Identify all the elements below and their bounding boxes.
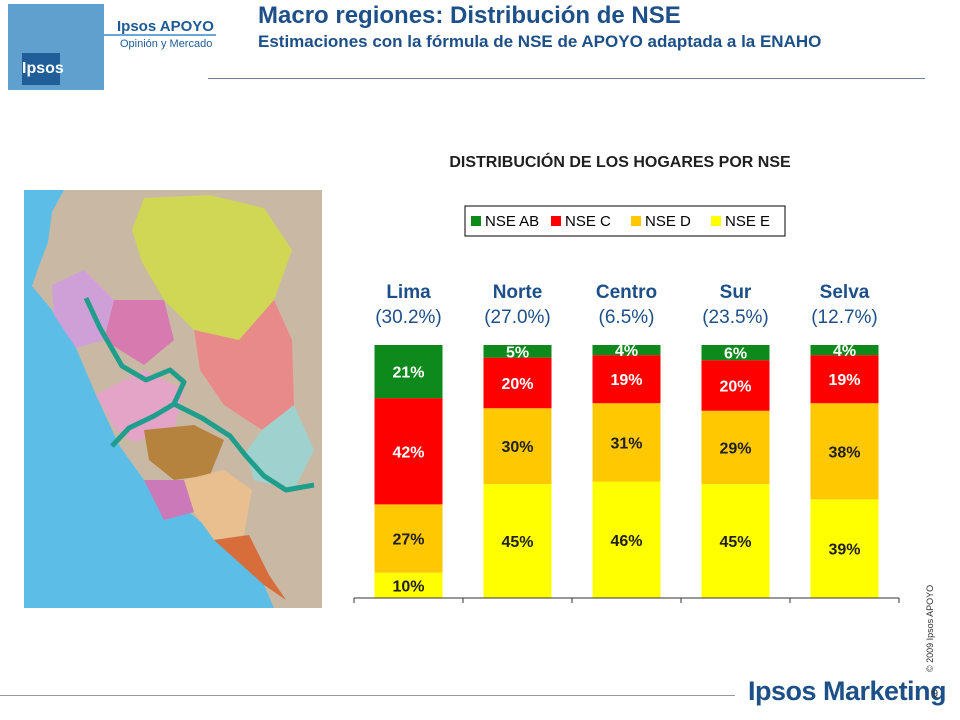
bar-selva-nse-c — [810, 355, 879, 404]
data-label-centro-nse-d: 31% — [610, 435, 642, 452]
nse-stacked-bar-chart: NSE AB NSE C NSE D NSE E Lima (30.2%) Norte (2… — [353, 205, 900, 603]
data-label-centro-nse-e: 46% — [610, 533, 642, 550]
data-label-selva-nse-d: 38% — [828, 444, 860, 461]
data-label-norte-nse-c: 20% — [501, 376, 533, 393]
page-number: 9 — [932, 688, 939, 700]
data-label-lima-nse-c: 42% — [392, 444, 424, 461]
data-label-lima-nse-e: 10% — [392, 578, 424, 595]
data-labels: 10% 27% 42% 21% 45% 30% 20% 5% 46% 31% 19% 4% 45% 29%… — [392, 343, 860, 595]
bar-lima-nse-e — [374, 572, 443, 598]
data-label-sur-nse-c: 20% — [719, 378, 751, 395]
map-region-center — [96, 370, 184, 442]
ipsos-logo-badge: Ipsos — [22, 53, 64, 85]
bar-sur-nse-d — [701, 410, 770, 485]
bar-lima-nse-ab — [374, 345, 443, 399]
legend-swatch-nse-ab — [471, 216, 481, 226]
legend-label-nse-c: NSE C — [565, 213, 611, 230]
map-region-south — [214, 535, 286, 600]
legend-label-nse-e: NSE E — [725, 213, 770, 230]
category-label-selva: Selva — [820, 282, 870, 303]
bar-lima-nse-c — [374, 398, 443, 505]
category-share-centro: (6.5%) — [599, 307, 655, 328]
brand-divider — [104, 34, 216, 36]
bar-norte-nse-c — [483, 357, 552, 409]
bar-centro-nse-ab — [592, 345, 661, 356]
map-region-south-andes — [184, 470, 252, 540]
category-labels: Lima (30.2%) Norte (27.0%) Centro (6.5%) Sur (2… — [375, 282, 878, 328]
bar-selva-nse-e — [810, 499, 879, 598]
data-label-lima-nse-d: 27% — [392, 532, 424, 549]
category-share-selva: (12.7%) — [811, 307, 878, 328]
category-label-lima: Lima — [386, 282, 431, 303]
bar-norte-nse-e — [483, 484, 552, 598]
bar-selva-nse-ab — [810, 345, 879, 356]
category-share-lima: (30.2%) — [375, 307, 442, 328]
footer-divider — [0, 695, 735, 696]
footer-brand: Ipsos Marketing — [748, 676, 947, 706]
category-share-norte: (27.0%) — [484, 307, 551, 328]
page-title: Macro regiones: Distribución de NSE — [258, 2, 681, 29]
data-label-centro-nse-c: 19% — [610, 372, 642, 389]
data-label-sur-nse-d: 29% — [719, 440, 751, 457]
map-region-south-coast — [144, 480, 194, 520]
legend-box — [464, 205, 786, 237]
legend-label-nse-ab: NSE AB — [485, 213, 539, 230]
category-label-sur: Sur — [720, 282, 752, 303]
data-label-sur-nse-ab: 6% — [724, 346, 747, 363]
data-label-selva-nse-e: 39% — [828, 542, 860, 559]
title-divider — [208, 78, 925, 79]
bar-norte-nse-ab — [483, 345, 552, 358]
peru-regions-map — [24, 190, 322, 608]
bar-lima-nse-d — [374, 504, 443, 573]
map-region-north-jungle — [132, 195, 292, 340]
bar-sur-nse-e — [701, 484, 770, 598]
data-label-centro-nse-ab: 4% — [615, 343, 638, 360]
x-axis — [353, 597, 900, 603]
map-region-southeast — [246, 405, 314, 490]
data-label-lima-nse-ab: 21% — [392, 365, 424, 382]
category-label-centro: Centro — [596, 282, 657, 303]
brand-tagline: Opinión y Mercado — [120, 38, 213, 50]
legend-label-nse-d: NSE D — [645, 213, 691, 230]
bar-centro-nse-c — [592, 355, 661, 404]
bar-segments — [374, 345, 879, 598]
category-label-norte: Norte — [493, 282, 543, 303]
category-share-sur: (23.5%) — [702, 307, 769, 328]
copyright-notice: © 2009 Ipsos APOYO — [925, 584, 935, 672]
bar-sur-nse-ab — [701, 345, 770, 361]
bar-norte-nse-d — [483, 408, 552, 485]
bar-selva-nse-d — [810, 403, 879, 500]
data-label-sur-nse-e: 45% — [719, 534, 751, 551]
brand-name: Ipsos APOYO — [117, 18, 214, 35]
map-region-center-andes — [144, 425, 224, 480]
chart-legend: NSE AB NSE C NSE D NSE E — [464, 205, 786, 237]
data-label-norte-nse-e: 45% — [501, 534, 533, 551]
page-subtitle: Estimaciones con la fórmula de NSE de AP… — [258, 32, 822, 51]
bar-centro-nse-e — [592, 481, 661, 598]
data-label-norte-nse-ab: 5% — [506, 344, 529, 361]
bar-centro-nse-d — [592, 403, 661, 482]
data-label-norte-nse-d: 30% — [501, 439, 533, 456]
data-label-selva-nse-c: 19% — [828, 372, 860, 389]
legend-swatch-nse-d — [631, 216, 641, 226]
legend-swatch-nse-c — [551, 216, 561, 226]
map-region-east — [194, 300, 294, 430]
map-region-north-andes — [104, 300, 174, 365]
chart-title: DISTRIBUCIÓN DE LOS HOGARES POR NSE — [449, 154, 791, 171]
data-label-selva-nse-ab: 4% — [833, 343, 856, 360]
legend-swatch-nse-e — [711, 216, 721, 226]
map-macroregion-borders — [83, 296, 315, 493]
bar-sur-nse-c — [701, 360, 770, 411]
ipsos-logo: Ipsos — [8, 4, 104, 90]
